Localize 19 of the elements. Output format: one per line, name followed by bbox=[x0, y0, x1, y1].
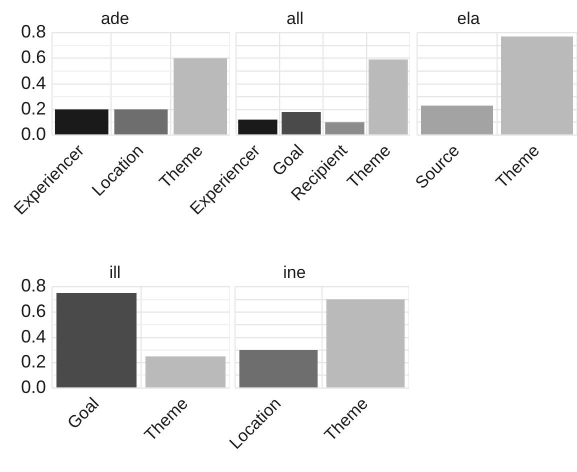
bar bbox=[368, 60, 408, 134]
chart-title: ill bbox=[109, 263, 121, 282]
chart-title: ade bbox=[100, 9, 130, 28]
bar bbox=[238, 120, 278, 134]
chart-title: ine bbox=[283, 263, 306, 282]
bar bbox=[282, 112, 321, 134]
chart-title: ela bbox=[457, 9, 480, 28]
y-tick-label: 0.2 bbox=[20, 98, 46, 118]
y-tick-label: 0.6 bbox=[20, 300, 46, 321]
y-tick-label: 0.6 bbox=[20, 47, 46, 68]
chart-title: all bbox=[286, 9, 304, 28]
y-tick-label: 0.2 bbox=[20, 352, 46, 372]
y-tick-label: 0.0 bbox=[20, 124, 46, 144]
y-tick-label: 0.4 bbox=[20, 326, 46, 346]
bar bbox=[325, 122, 364, 134]
y-tick-label: 0.8 bbox=[20, 22, 46, 42]
y-tick-label: 0.8 bbox=[20, 276, 46, 296]
y-tick-label: 0.0 bbox=[20, 376, 46, 397]
y-tick-label: 0.4 bbox=[20, 72, 46, 93]
